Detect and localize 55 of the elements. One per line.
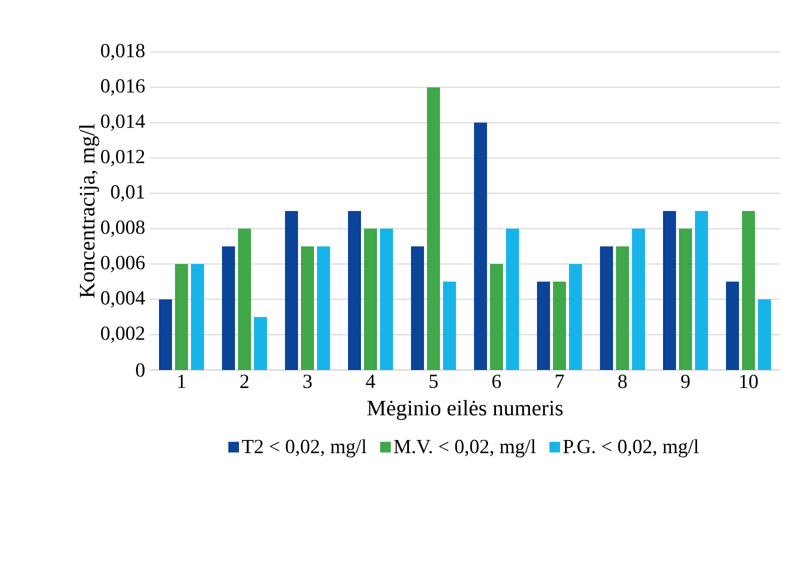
bar: [616, 246, 630, 370]
bar: [537, 282, 550, 370]
bar: [348, 211, 362, 370]
y-tick-label: 0,002: [101, 326, 144, 343]
bar: [490, 264, 504, 370]
x-tick-label: 3: [303, 374, 312, 388]
bar: [175, 264, 188, 370]
y-tick-label: 0,008: [101, 220, 145, 237]
bar: [411, 246, 424, 370]
bar: [553, 282, 566, 370]
y-tick-label: 0,014: [101, 114, 145, 131]
bar: [222, 246, 235, 370]
bar: [301, 246, 314, 370]
x-tick-label: 1: [178, 374, 186, 388]
bar: [474, 122, 488, 370]
x-tick-label: 8: [618, 374, 627, 388]
x-tick-label: 9: [681, 374, 690, 388]
x-tick-label: 7: [556, 374, 564, 388]
bar: [663, 211, 676, 370]
x-tick-label: 2: [240, 374, 248, 388]
x-tick-label: 5: [430, 374, 438, 388]
bar: [679, 228, 692, 370]
bar: [254, 317, 267, 370]
bar: [364, 228, 378, 370]
legend-label: P.G. < 0,02, mg/l: [563, 439, 699, 458]
bar: [632, 228, 646, 370]
x-tick-label: 10: [740, 374, 758, 388]
y-tick-label: 0,018: [101, 44, 145, 60]
y-tick-label: 0,01: [111, 185, 144, 202]
bar: [758, 299, 772, 370]
bar: [569, 264, 582, 370]
legend-label: M.V. < 0,02, mg/l: [394, 439, 536, 458]
bar: [726, 282, 740, 370]
legend-label: T2 < 0,02, mg/l: [242, 439, 366, 458]
bar: [600, 246, 614, 370]
y-tick-label: 0,006: [101, 256, 145, 272]
bar: [506, 228, 520, 370]
bar: [191, 264, 204, 370]
bar: [742, 211, 756, 370]
x-tick-label: 6: [492, 374, 501, 388]
y-tick-label: 0,004: [101, 291, 145, 308]
bar: [285, 211, 298, 370]
x-tick-label: 4: [366, 374, 376, 388]
y-tick-label: 0,012: [101, 150, 144, 166]
y-axis-title: Koncentracija, mg/l: [79, 124, 100, 298]
bar: [427, 87, 440, 370]
bar: [443, 282, 456, 370]
bar: [695, 211, 708, 370]
y-tick-label: 0,016: [101, 79, 145, 96]
y-tick-label: 0: [136, 363, 145, 377]
bar: [159, 299, 172, 370]
x-axis-title: Mėginio eilės numeris: [367, 400, 563, 420]
bar: [317, 246, 330, 370]
bar: [380, 228, 393, 370]
bar: [238, 228, 251, 370]
